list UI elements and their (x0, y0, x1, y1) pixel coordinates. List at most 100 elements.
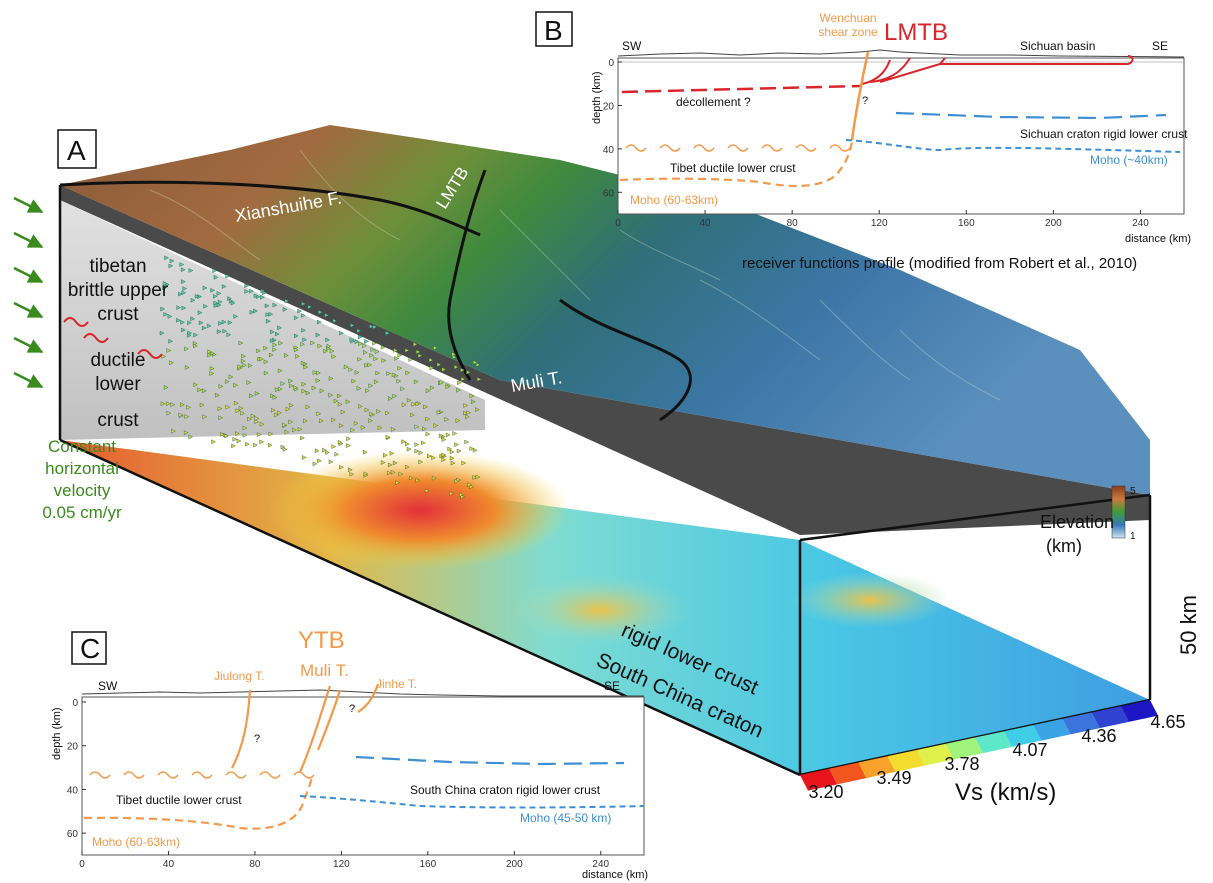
seismic-event-marker (218, 415, 224, 421)
seismic-event-marker (277, 325, 282, 331)
seismic-event-marker (216, 291, 222, 296)
x-tick-label: 160 (420, 859, 437, 870)
seismic-event-marker (247, 416, 252, 422)
seismic-event-marker (184, 365, 190, 370)
crust-line-4: ductile (91, 350, 146, 371)
seismic-event-marker (444, 417, 450, 422)
crust-line-3: crust (97, 304, 139, 325)
panel-b-moho-e-label: Moho (~40km) (1090, 153, 1168, 167)
seismic-event-marker (386, 371, 391, 376)
seismic-event-marker (237, 364, 243, 369)
seismic-event-marker (337, 439, 343, 445)
seismic-event-marker (277, 386, 283, 392)
seismic-event-marker (235, 431, 240, 436)
seismic-event-marker (297, 308, 303, 314)
seismic-event-marker (349, 471, 355, 477)
seismic-event-marker (305, 404, 311, 410)
panel-c-craton: South China craton rigid lower crust (410, 783, 601, 797)
panel-b-caption: receiver functions profile (modified fro… (742, 255, 1137, 272)
seismic-event-marker (439, 380, 445, 385)
seismic-event-marker (171, 428, 176, 434)
seismic-event-marker (250, 413, 256, 419)
seismic-event-marker (323, 348, 328, 354)
seismic-event-marker (472, 475, 478, 480)
seismic-event-marker (225, 273, 231, 279)
seismic-event-marker (178, 291, 183, 297)
y-tick-label: 40 (67, 785, 79, 796)
seismic-event-marker (282, 422, 287, 428)
seismicity-cloud (159, 255, 482, 500)
seismic-event-marker (358, 334, 363, 340)
muli-fault-line (559, 298, 692, 422)
seismic-event-marker (230, 300, 236, 306)
seismic-event-marker (405, 464, 410, 470)
crust-line-5: lower (95, 374, 141, 395)
seismic-event-marker (331, 417, 336, 423)
seismic-event-marker (293, 315, 299, 321)
seismic-event-marker (362, 343, 367, 348)
seismic-event-marker (418, 450, 424, 456)
panel-b-moho-w-label: Moho (60-63km) (630, 193, 718, 207)
seismic-event-marker (271, 407, 276, 413)
depth-scale-label: 50 km (1176, 595, 1201, 655)
seismic-event-marker (272, 342, 278, 348)
seismic-event-marker (339, 464, 344, 470)
seismic-event-marker (438, 433, 444, 439)
vs-color-cell (1033, 718, 1071, 741)
velocity-label: Constant horizontal velocity 0.05 cm/yr (42, 437, 122, 522)
seismic-event-marker (249, 288, 254, 294)
panel-c-plot: YTB Jiulong T. Muli T. Jinhe T. SW SE ? … (51, 627, 648, 881)
y-tick-label: 20 (603, 101, 615, 112)
panel-b-craton-top (895, 111, 1167, 120)
terrain-texture (149, 149, 1001, 401)
seismic-event-marker (388, 462, 393, 468)
elevation-colorbar (1111, 485, 1126, 539)
seismic-event-marker (349, 337, 355, 342)
seismic-event-marker (334, 451, 340, 457)
seismic-event-marker (389, 451, 395, 456)
seismic-event-marker (218, 383, 224, 389)
panel-c-ylabel: depth (km) (51, 707, 63, 760)
vs-tick-0: 3.20 (808, 782, 843, 802)
seismic-event-marker (180, 267, 186, 273)
seismic-event-marker (456, 448, 462, 454)
seismic-event-marker (425, 388, 431, 394)
elevation-max: 5 (1130, 486, 1136, 497)
panel-b-question: ? (862, 95, 868, 107)
seismic-event-marker (284, 429, 290, 435)
vs-color-cell (858, 756, 896, 779)
seismic-event-marker (441, 367, 447, 372)
seismic-event-marker (302, 337, 308, 343)
seismic-event-marker (263, 359, 269, 365)
seismic-event-marker (233, 314, 239, 319)
seismic-event-marker (469, 393, 475, 399)
elevation-unit: (km) (1046, 536, 1082, 556)
seismic-event-marker (454, 364, 459, 370)
panel-c-q1: ? (254, 733, 260, 745)
seismic-event-marker (210, 288, 216, 293)
seismic-event-marker (413, 379, 419, 384)
panel-b-box (535, 11, 573, 47)
seismic-event-marker (425, 416, 431, 422)
panel-c-moho-e-label: Moho (45-50 km) (520, 811, 611, 825)
seismic-event-marker (293, 385, 298, 390)
seismic-event-marker (180, 319, 185, 325)
seismic-event-marker (181, 290, 187, 296)
seismic-event-marker (277, 410, 282, 416)
slab-low-velocity-anomaly (270, 450, 570, 570)
slab-anomaly-2 (510, 575, 690, 645)
seismic-event-marker (473, 360, 478, 365)
seismic-event-marker (225, 404, 231, 410)
seismic-event-marker (385, 410, 390, 416)
seismic-event-marker (408, 357, 414, 362)
seismic-event-marker (184, 346, 189, 352)
seismic-event-marker (303, 418, 308, 424)
vs-color-cell (1120, 700, 1158, 722)
seismic-event-marker (312, 370, 318, 375)
seismic-event-marker (169, 360, 174, 366)
panel-b-se: SE (1152, 39, 1168, 53)
seismic-event-marker (193, 382, 198, 387)
panel-c-frame (81, 696, 645, 856)
seismic-event-marker (241, 362, 247, 368)
